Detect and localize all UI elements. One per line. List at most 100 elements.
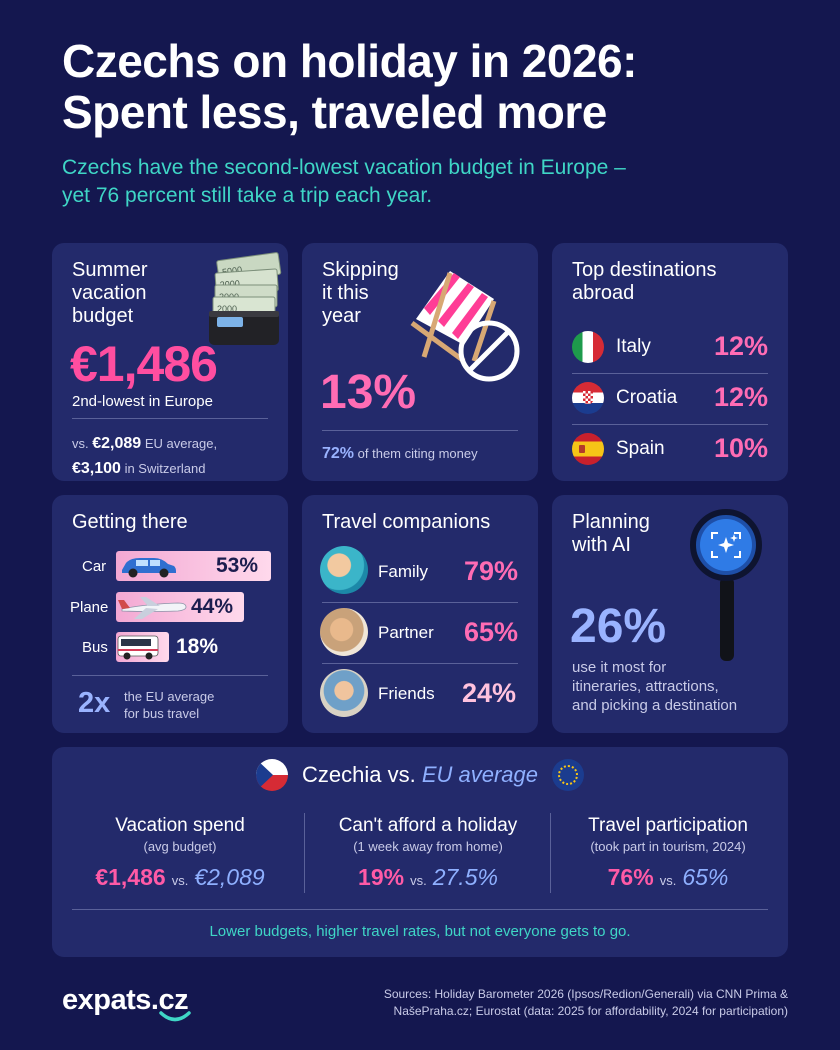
source-line-1: Sources: Holiday Barometer 2026 (Ipsos/R… bbox=[383, 987, 788, 1001]
budget-comparison: vs. €2,089 EU average, €3,100 in Switzer… bbox=[72, 432, 217, 482]
skip-title-l1: Skipping bbox=[322, 259, 399, 281]
family-photo-icon bbox=[320, 546, 368, 594]
deckchair-leg-3 bbox=[471, 300, 497, 362]
destination-name: Spain bbox=[616, 438, 665, 459]
ai-text-l3: and picking a destination bbox=[572, 696, 738, 714]
comparison-subheading: (avg budget) bbox=[143, 839, 217, 854]
comparison-subheading: (took part in tourism, 2024) bbox=[590, 839, 746, 854]
deckchair-stripe-3 bbox=[452, 293, 488, 339]
skip-title-l3: year bbox=[322, 305, 361, 327]
logo-smile-icon bbox=[159, 1011, 191, 1022]
no-sign-circle bbox=[458, 320, 520, 382]
wallet-flap bbox=[209, 311, 279, 317]
comparison-footer-divider bbox=[72, 909, 768, 910]
companion-divider bbox=[322, 602, 518, 603]
page-subtitle: Czechs have the second-lowest vacation b… bbox=[62, 154, 762, 211]
transport-card-title: Getting there bbox=[72, 511, 188, 533]
deckchair-no-icon bbox=[410, 271, 520, 382]
budget-card-title: Summer vacation budget bbox=[72, 259, 148, 328]
wallet-money-icon: 5000 2000 2000 2000 bbox=[209, 252, 282, 345]
companion-divider bbox=[322, 663, 518, 664]
deckchair-stripe-2 bbox=[438, 283, 474, 327]
budget-ch-value: €3,100 bbox=[72, 459, 121, 477]
companions-card-title: Travel companions bbox=[322, 511, 491, 533]
banknote-2-label: 2000 bbox=[219, 278, 240, 289]
subtitle-line-1: Czechs have the second-lowest vacation b… bbox=[62, 156, 626, 179]
transport-label: Bus bbox=[82, 639, 108, 656]
destinations-card: Top destinations abroad Italy 12% Croati… bbox=[552, 243, 788, 481]
companion-name: Partner bbox=[378, 623, 434, 642]
budget-divider bbox=[72, 418, 268, 419]
destination-pct: 10% bbox=[713, 433, 768, 463]
car-icon bbox=[122, 558, 176, 578]
czech-flag-icon bbox=[255, 759, 288, 791]
comparison-heading: Can't afford a holiday bbox=[338, 815, 518, 836]
skip-money-pct: 72% bbox=[322, 445, 355, 462]
comparison-card: Czechia vs. EU average Vacation spend (a… bbox=[52, 747, 788, 957]
croatia-flag-icon bbox=[572, 382, 604, 414]
skip-divider bbox=[322, 430, 518, 431]
skipping-card: Skipping it this year 13% 72% of them ci… bbox=[302, 243, 538, 481]
comparison-footer: Lower budgets, higher travel rates, but … bbox=[209, 923, 631, 940]
companion-name: Family bbox=[378, 562, 429, 581]
czech-flag-triangle bbox=[255, 759, 273, 791]
skip-money-line: 72% of them citing money bbox=[322, 445, 478, 463]
budget-amount: €1,486 bbox=[70, 336, 218, 392]
bus-multiplier: 2x bbox=[78, 687, 111, 719]
destinations-card-title: Top destinations abroad bbox=[572, 259, 717, 305]
comparison-divider bbox=[550, 813, 551, 893]
comparison-eu-value: €2,089 bbox=[194, 864, 265, 890]
spain-flag-icon bbox=[572, 433, 604, 465]
comparison-vs: vs. bbox=[659, 873, 677, 888]
eu-flag-icon bbox=[552, 759, 585, 791]
companion-name: Friends bbox=[378, 684, 435, 703]
title-line-2: Spent less, traveled more bbox=[62, 85, 607, 138]
transport-label: Plane bbox=[70, 599, 109, 616]
companion-pct: 24% bbox=[461, 678, 516, 708]
budget-rank: 2nd-lowest in Europe bbox=[72, 393, 213, 410]
comparison-cz-value: 19% bbox=[358, 864, 405, 890]
comparison-values: €1,486 vs. €2,089 bbox=[60, 864, 300, 891]
comparison-heading: Travel participation bbox=[588, 815, 748, 836]
italy-flag-icon bbox=[572, 331, 604, 363]
eu-stars bbox=[558, 765, 579, 785]
comparison-subheading: (1 week away from home) bbox=[353, 839, 503, 854]
budget-title-l2: vacation bbox=[72, 282, 147, 304]
comparison-eu-value: 27.5% bbox=[432, 864, 498, 890]
budget-eu-line: vs. €2,089 EU average, bbox=[72, 432, 217, 457]
skipping-card-title: Skipping it this year bbox=[322, 259, 399, 328]
dest-divider bbox=[572, 373, 768, 374]
comparison-divider bbox=[304, 813, 305, 893]
ai-card: Planning with AI 26% use it most for iti… bbox=[552, 495, 788, 733]
spain-crest bbox=[579, 445, 585, 453]
budget-title-l3: budget bbox=[72, 305, 134, 327]
ai-text-l1: use it most for bbox=[572, 659, 667, 676]
companion-pct: 79% bbox=[463, 556, 518, 586]
destination-name: Italy bbox=[616, 336, 651, 357]
destination-name: Croatia bbox=[616, 387, 678, 408]
budget-vs-prefix: vs. bbox=[72, 436, 89, 451]
plane-icon bbox=[118, 597, 187, 619]
companion-pct: 65% bbox=[463, 617, 518, 647]
logo-text: expats.cz bbox=[62, 984, 189, 1016]
magnifier-ai-icon bbox=[690, 509, 762, 661]
transport-label: Car bbox=[82, 558, 107, 575]
title-line-1: Czechs on holiday in 2026: bbox=[62, 35, 637, 87]
skip-money-text: of them citing money bbox=[357, 446, 478, 461]
source-line-2: NašePraha.cz; Eurostat (data: 2025 for a… bbox=[393, 1003, 788, 1018]
comparison-title: Czechia vs. EU average bbox=[52, 759, 788, 791]
partner-photo-icon bbox=[320, 608, 368, 656]
comparison-cz-value: 76% bbox=[607, 864, 654, 890]
subtitle-line-2: yet 76 percent still take a trip each ye… bbox=[62, 184, 433, 208]
comparison-vs: vs. bbox=[410, 873, 427, 888]
comparison-heading: Vacation spend bbox=[115, 815, 245, 836]
deckchair-leg-1 bbox=[410, 320, 466, 364]
ai-card-title: Planning with AI bbox=[572, 511, 650, 557]
budget-card: Summer vacation budget 5000 2000 2000 20… bbox=[52, 243, 288, 481]
banknote-4-label: 2000 bbox=[217, 304, 237, 314]
multiplier-text-l2: for bus travel bbox=[124, 705, 200, 721]
transport-value: 44% bbox=[191, 595, 234, 618]
budget-ch-line: €3,100 in Switzerland bbox=[72, 457, 217, 482]
ai-title-l1: Planning bbox=[572, 511, 650, 533]
budget-ch-label: in Switzerland bbox=[124, 460, 206, 476]
